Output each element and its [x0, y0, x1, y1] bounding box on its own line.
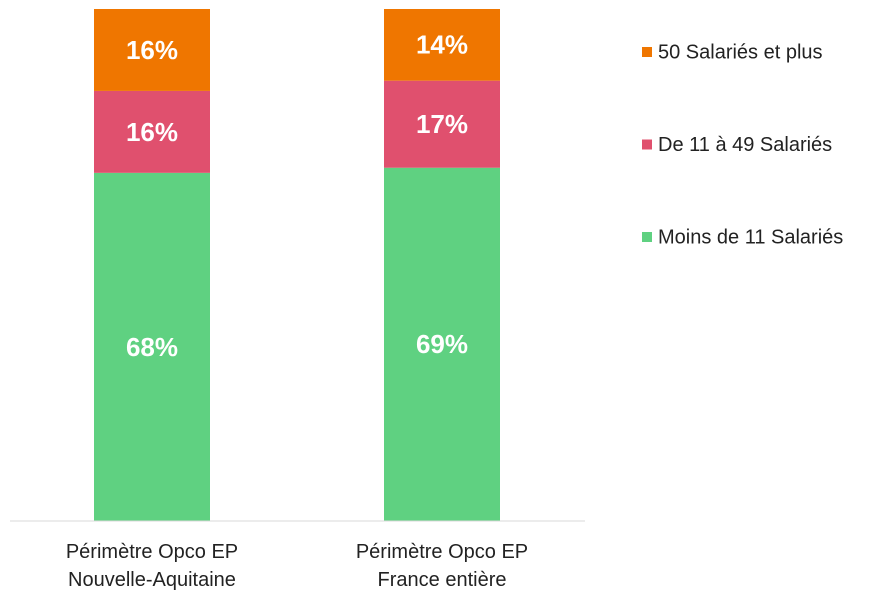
data-label: 68% — [126, 332, 178, 362]
legend-swatch — [642, 232, 652, 242]
legend-swatch — [642, 47, 652, 57]
bar-segment — [94, 172, 210, 521]
data-label: 14% — [416, 30, 468, 60]
legend-label: 50 Salariés et plus — [658, 41, 823, 63]
data-label: 16% — [126, 35, 178, 65]
legend-swatch — [642, 139, 652, 150]
bar-segment — [94, 90, 210, 173]
data-label: 17% — [416, 109, 468, 139]
legend-label: De 11 à 49 Salariés — [658, 134, 832, 156]
x-tick-label: Périmètre Opco EP Nouvelle-Aquitaine — [65, 541, 239, 591]
bar-segment — [384, 9, 500, 81]
data-label: 16% — [126, 117, 178, 147]
bar-segment — [384, 80, 500, 168]
x-tick-label: Périmètre Opco EP France entière — [355, 541, 529, 591]
bar-segment — [94, 9, 210, 91]
bar-segment — [384, 167, 500, 521]
data-label: 69% — [416, 329, 468, 359]
legend-label: Moins de 11 Salariés — [658, 226, 843, 248]
